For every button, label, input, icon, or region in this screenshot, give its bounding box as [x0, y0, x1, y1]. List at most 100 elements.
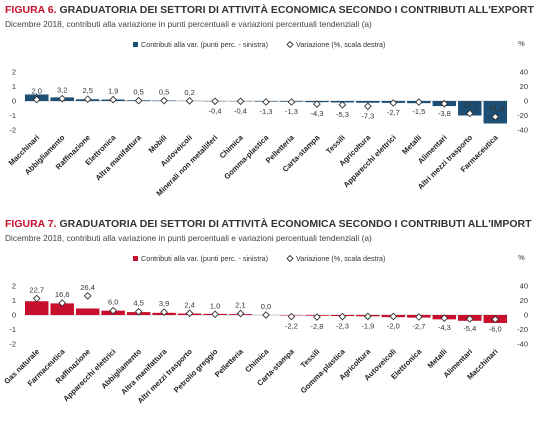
chart-legend: Contributi alla var. (punti perc. - sini… [133, 40, 385, 49]
point-label: -2,7 [412, 322, 425, 331]
data-point [364, 312, 372, 321]
data-point [58, 299, 67, 307]
point-label: 3,2 [57, 86, 67, 95]
data-point [440, 99, 449, 108]
right-tick-label: 40 [520, 282, 528, 291]
point-label: -2,0 [387, 321, 400, 330]
point-label: 0,5 [133, 88, 143, 97]
right-tick-label: -20 [517, 111, 528, 120]
legend-point-marker [286, 40, 294, 49]
point-label: 2,4 [184, 300, 194, 309]
point-label: -1,9 [361, 321, 374, 330]
category-label: Petrolio greggio [172, 347, 220, 395]
left-tick-label: 2 [12, 68, 16, 77]
data-point [236, 309, 245, 318]
left-tick-label: -2 [9, 126, 16, 135]
point-label: -17,1 [461, 100, 478, 109]
data-point [109, 306, 117, 315]
point-label: 22,7 [29, 286, 44, 295]
category-label: Metalli [426, 347, 449, 370]
left-tick-label: 1 [12, 296, 16, 305]
point-label: 2,0 [32, 87, 42, 96]
point-label: -1,3 [285, 107, 298, 116]
point-label: 6,0 [108, 298, 118, 307]
data-point [160, 308, 168, 317]
legend-bar-swatch [133, 256, 138, 261]
data-point [465, 315, 474, 323]
category-label: Altra manifattura [94, 133, 144, 183]
data-point [313, 100, 321, 108]
point-label: -1,3 [260, 107, 273, 116]
left-tick-label: 2 [12, 282, 16, 291]
point-label: -2,7 [387, 108, 400, 117]
point-label: 1,9 [108, 87, 118, 96]
data-point [32, 95, 41, 104]
point-label: -21,8 [487, 104, 504, 113]
data-point [338, 312, 347, 321]
right-axis-unit: % [518, 39, 525, 48]
category-label: Altra manifattura [119, 347, 169, 397]
data-point [83, 95, 92, 104]
figure-7-subtitle: Dicembre 2018, contributi alla variazion… [5, 233, 372, 243]
right-tick-label: -40 [517, 126, 528, 135]
data-point [389, 312, 398, 321]
point-label: -6,0 [489, 324, 502, 333]
category-label: Metalli [400, 133, 423, 156]
figure-7-label: FIGURA 7. [5, 218, 57, 230]
data-point [415, 313, 423, 321]
data-point [109, 95, 117, 104]
figure-6-title-text: GRADUATORIA DEI SETTORI DI ATTIVITÀ ECON… [59, 4, 534, 16]
right-tick-label: 0 [524, 311, 528, 320]
point-label: -0,4 [209, 106, 222, 115]
data-point [262, 98, 270, 106]
data-point [211, 97, 219, 106]
legend-bar-swatch [133, 42, 138, 47]
point-label: -2,2 [285, 322, 298, 331]
bar [50, 303, 74, 315]
right-tick-label: 20 [520, 82, 528, 91]
point-label: -4,3 [438, 323, 451, 332]
category-label: Tessili [324, 133, 347, 156]
data-point [465, 109, 474, 118]
point-label: 3,9 [159, 299, 169, 308]
category-label: Gomma-plastica [222, 133, 271, 182]
right-tick-label: 40 [520, 68, 528, 77]
left-tick-label: 1 [12, 82, 16, 91]
figure-6-title: FIGURA 6. GRADUATORIA DEI SETTORI DI ATT… [5, 4, 534, 16]
figure-7-title-text: GRADUATORIA DEI SETTORI DI ATTIVITÀ ECON… [59, 218, 532, 230]
left-tick-label: -2 [9, 340, 16, 349]
category-label: Pelletteria [213, 347, 246, 380]
bar [75, 308, 100, 315]
bar [25, 301, 49, 315]
data-point [313, 313, 321, 321]
point-label: 2,1 [235, 300, 245, 309]
point-label: -1,5 [412, 107, 425, 116]
point-label: 0,2 [184, 88, 194, 97]
figure-7-chart: Contributi alla var. (punti perc. - sini… [2, 253, 528, 405]
point-label: -0,4 [234, 106, 247, 115]
data-point [364, 102, 372, 111]
point-label: -5,3 [336, 110, 349, 119]
right-tick-label: -40 [517, 340, 528, 349]
point-label: -7,3 [361, 111, 374, 120]
left-tick-label: 0 [12, 311, 16, 320]
left-tick-label: -1 [9, 111, 16, 120]
data-point [236, 97, 245, 106]
point-label: -2,3 [336, 322, 349, 331]
data-point [338, 101, 347, 109]
data-point [287, 312, 296, 321]
data-point [185, 97, 194, 105]
bar [483, 101, 507, 124]
bar [356, 101, 380, 103]
point-label: 4,5 [133, 299, 143, 308]
category-label: Tessili [299, 347, 322, 370]
figure-7-title: FIGURA 7. GRADUATORIA DEI SETTORI DI ATT… [5, 218, 532, 230]
data-point [134, 96, 143, 105]
left-tick-label: 0 [12, 97, 16, 106]
legend-point-label: Variazione (%, scala destra) [296, 40, 385, 49]
data-point [58, 94, 67, 103]
figure-6-chart: Contributi alla var. (punti perc. - sini… [7, 39, 528, 198]
data-point [262, 311, 270, 319]
data-point [185, 309, 194, 318]
legend-point-marker [286, 254, 294, 263]
